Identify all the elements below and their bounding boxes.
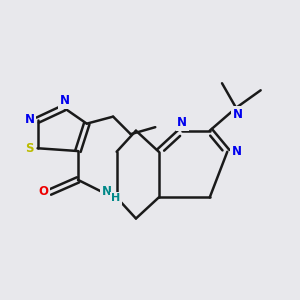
Text: O: O	[39, 185, 49, 198]
Text: S: S	[26, 142, 34, 155]
Text: N: N	[102, 185, 112, 198]
Text: N: N	[25, 113, 35, 126]
Text: N: N	[231, 145, 242, 158]
Text: N: N	[177, 116, 187, 129]
Text: N: N	[233, 108, 243, 121]
Text: H: H	[111, 194, 121, 203]
Text: N: N	[60, 94, 70, 107]
